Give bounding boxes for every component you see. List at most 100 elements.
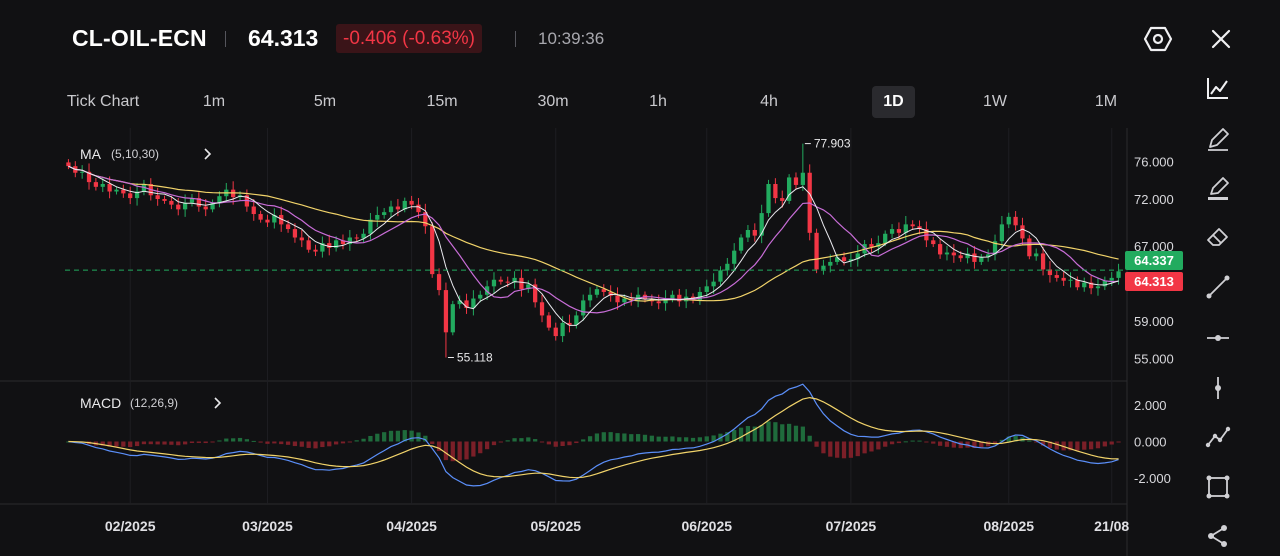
chart-line-icon[interactable] bbox=[1204, 74, 1232, 102]
macd-histogram-bar bbox=[924, 441, 929, 443]
macd-histogram-bar bbox=[581, 439, 586, 442]
macd-histogram-bar bbox=[917, 440, 922, 442]
candle-body bbox=[416, 204, 421, 213]
macd-histogram-bar bbox=[526, 437, 531, 442]
candle-body bbox=[86, 171, 92, 183]
candle-body bbox=[423, 212, 428, 227]
macd-histogram-bar bbox=[889, 441, 895, 445]
timeframe-30m[interactable]: 30m bbox=[537, 93, 569, 110]
timeframe-1d[interactable]: 1D bbox=[872, 86, 915, 118]
close-icon[interactable] bbox=[1209, 27, 1233, 51]
candle-body bbox=[793, 177, 799, 185]
timeframe-tick-chart[interactable]: Tick Chart bbox=[66, 93, 140, 110]
candle-body bbox=[1088, 282, 1094, 289]
macd-histogram-bar bbox=[841, 441, 847, 459]
candle-body bbox=[1054, 275, 1059, 278]
candle-body bbox=[114, 189, 119, 192]
macd-histogram-bar bbox=[800, 426, 805, 442]
rectangle-icon[interactable] bbox=[1204, 473, 1232, 501]
candle-body bbox=[306, 240, 311, 250]
timeframe-15m[interactable]: 15m bbox=[426, 93, 458, 110]
macd-histogram-bar bbox=[896, 441, 902, 444]
macd-histogram-bar bbox=[725, 432, 730, 442]
candle-body bbox=[663, 298, 668, 304]
macd-histogram-bar bbox=[972, 441, 977, 449]
candle-body bbox=[752, 230, 757, 236]
macd-histogram-bar bbox=[677, 437, 682, 442]
symbol-name[interactable]: CL-OIL-ECN bbox=[72, 25, 207, 51]
candle-body bbox=[1013, 216, 1018, 226]
candle-body bbox=[217, 196, 222, 203]
chevron-right-icon[interactable] bbox=[214, 397, 222, 409]
ma-legend[interactable]: MA (5,10,30) bbox=[80, 146, 212, 162]
candle-body bbox=[704, 286, 709, 292]
price-chart[interactable]: 76.00072.00067.00063.00059.00055.0002.00… bbox=[0, 128, 1190, 556]
chevron-right-icon[interactable] bbox=[204, 148, 212, 160]
macd-histogram-bar bbox=[1006, 436, 1011, 442]
macd-histogram-bar bbox=[258, 441, 263, 443]
candle-body bbox=[258, 214, 263, 220]
macd-histogram-bar bbox=[608, 432, 613, 442]
timeframe-1m[interactable]: 1m bbox=[202, 93, 226, 110]
macd-histogram-bar bbox=[182, 441, 188, 445]
candle-body bbox=[883, 233, 888, 244]
macd-histogram-bar bbox=[615, 433, 620, 442]
timeframe-1w[interactable]: 1W bbox=[983, 93, 1007, 110]
candle-body bbox=[560, 322, 565, 337]
candle-body bbox=[848, 259, 854, 261]
network-icon[interactable] bbox=[1204, 522, 1232, 550]
candles bbox=[66, 143, 1121, 358]
macd-histogram-bar bbox=[642, 434, 648, 442]
candle-body bbox=[581, 300, 586, 316]
macd-histogram-bar bbox=[1054, 441, 1059, 450]
macd-histogram-bar bbox=[635, 434, 641, 442]
macd-histogram-bar bbox=[663, 436, 668, 442]
macd-histogram-bar bbox=[1027, 440, 1032, 442]
macd-histogram-bar bbox=[484, 441, 490, 450]
macd-histogram-bar bbox=[848, 441, 854, 458]
time-axis-tick: 07/2025 bbox=[826, 518, 877, 534]
macd-histogram-bar bbox=[361, 438, 366, 442]
macd-histogram bbox=[66, 421, 1121, 462]
current-price-label: 64.313 bbox=[1134, 274, 1174, 289]
pencil-icon[interactable] bbox=[1204, 125, 1232, 153]
timeframe-1mo[interactable]: 1M bbox=[1094, 93, 1118, 110]
macd-legend[interactable]: MACD (12,26,9) bbox=[80, 395, 222, 411]
macd-histogram-bar bbox=[443, 441, 449, 461]
ma10-line bbox=[68, 165, 1119, 314]
candle-body bbox=[732, 250, 737, 264]
candle-body bbox=[1040, 253, 1046, 270]
macd-histogram-bar bbox=[333, 441, 339, 445]
hexagon-settings-icon[interactable] bbox=[1143, 24, 1173, 54]
candle-body bbox=[128, 193, 133, 199]
macd-histogram-bar bbox=[471, 441, 476, 457]
candle-body bbox=[251, 206, 256, 215]
macd-histogram-bar bbox=[162, 441, 167, 445]
horizontal-line-icon[interactable] bbox=[1204, 324, 1232, 352]
macd-histogram-bar bbox=[128, 441, 133, 448]
macd-histogram-bar bbox=[1047, 441, 1053, 449]
macd-histogram-bar bbox=[835, 441, 840, 458]
candle-body bbox=[910, 224, 915, 227]
macd-histogram-bar bbox=[786, 423, 792, 442]
timeframe-5m[interactable]: 5m bbox=[313, 93, 337, 110]
highlighter-icon[interactable] bbox=[1204, 174, 1232, 202]
eraser-icon[interactable] bbox=[1204, 223, 1232, 251]
macd-histogram-bar bbox=[203, 441, 208, 444]
macd-histogram-bar bbox=[272, 441, 277, 444]
candle-body bbox=[80, 171, 85, 173]
trend-line-icon[interactable] bbox=[1204, 273, 1232, 301]
macd-histogram-bar bbox=[1075, 441, 1080, 451]
polyline-icon[interactable] bbox=[1204, 423, 1232, 451]
macd-histogram-bar bbox=[450, 441, 455, 462]
candle-body bbox=[917, 226, 922, 230]
timeframe-1h[interactable]: 1h bbox=[649, 93, 667, 110]
price-change-badge: -0.406 (-0.63%) bbox=[336, 24, 483, 53]
candle-body bbox=[1006, 216, 1011, 225]
candle-body bbox=[903, 224, 908, 233]
macd-histogram-bar bbox=[320, 441, 325, 448]
macd-histogram-bar bbox=[292, 441, 298, 447]
vertical-line-icon[interactable] bbox=[1204, 374, 1232, 402]
timeframe-4h[interactable]: 4h bbox=[760, 93, 778, 110]
candle-body bbox=[279, 214, 284, 225]
